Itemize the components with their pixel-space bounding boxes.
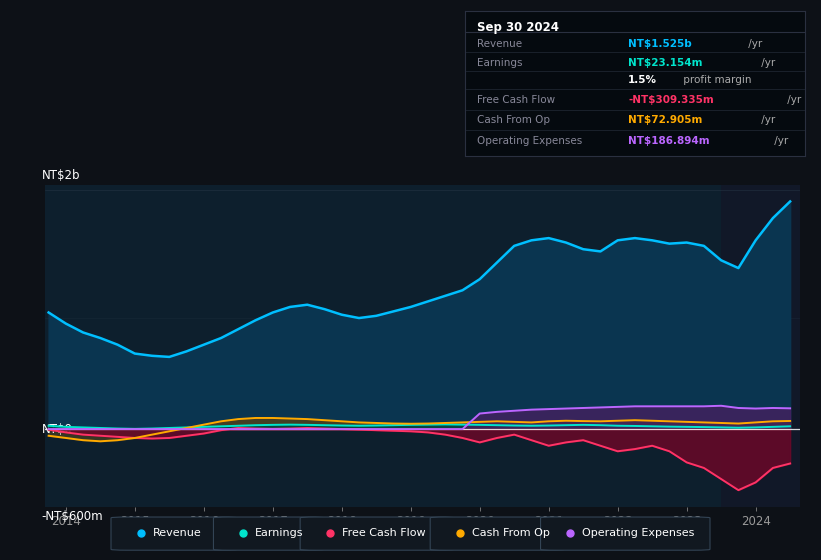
Text: Earnings: Earnings	[477, 58, 522, 68]
Text: Cash From Op: Cash From Op	[477, 115, 549, 125]
Text: /yr: /yr	[783, 95, 800, 105]
Text: Revenue: Revenue	[477, 39, 521, 49]
FancyBboxPatch shape	[540, 517, 710, 550]
Text: Earnings: Earnings	[255, 529, 304, 538]
Text: /yr: /yr	[758, 58, 775, 68]
Text: /yr: /yr	[745, 39, 762, 49]
Text: NT$186.894m: NT$186.894m	[628, 136, 710, 146]
Text: -NT$309.335m: -NT$309.335m	[628, 95, 714, 105]
Text: NT$23.154m: NT$23.154m	[628, 58, 703, 68]
Text: NT$72.905m: NT$72.905m	[628, 115, 703, 125]
Text: 1.5%: 1.5%	[628, 75, 658, 85]
Text: profit margin: profit margin	[680, 75, 751, 85]
Text: Operating Expenses: Operating Expenses	[582, 529, 695, 538]
Text: NT$0: NT$0	[41, 423, 72, 436]
Bar	[721, 185, 804, 507]
Text: Free Cash Flow: Free Cash Flow	[342, 529, 425, 538]
Text: Cash From Op: Cash From Op	[472, 529, 550, 538]
Text: -NT$600m: -NT$600m	[41, 510, 103, 523]
Text: NT$1.525b: NT$1.525b	[628, 39, 692, 49]
Text: Sep 30 2024: Sep 30 2024	[477, 21, 558, 34]
Text: /yr: /yr	[771, 136, 788, 146]
FancyBboxPatch shape	[111, 517, 237, 550]
FancyBboxPatch shape	[300, 517, 454, 550]
Text: NT$2b: NT$2b	[41, 169, 80, 181]
FancyBboxPatch shape	[430, 517, 564, 550]
FancyBboxPatch shape	[213, 517, 323, 550]
Text: Operating Expenses: Operating Expenses	[477, 136, 582, 146]
Text: Free Cash Flow: Free Cash Flow	[477, 95, 555, 105]
Text: /yr: /yr	[758, 115, 775, 125]
Text: Revenue: Revenue	[153, 529, 201, 538]
